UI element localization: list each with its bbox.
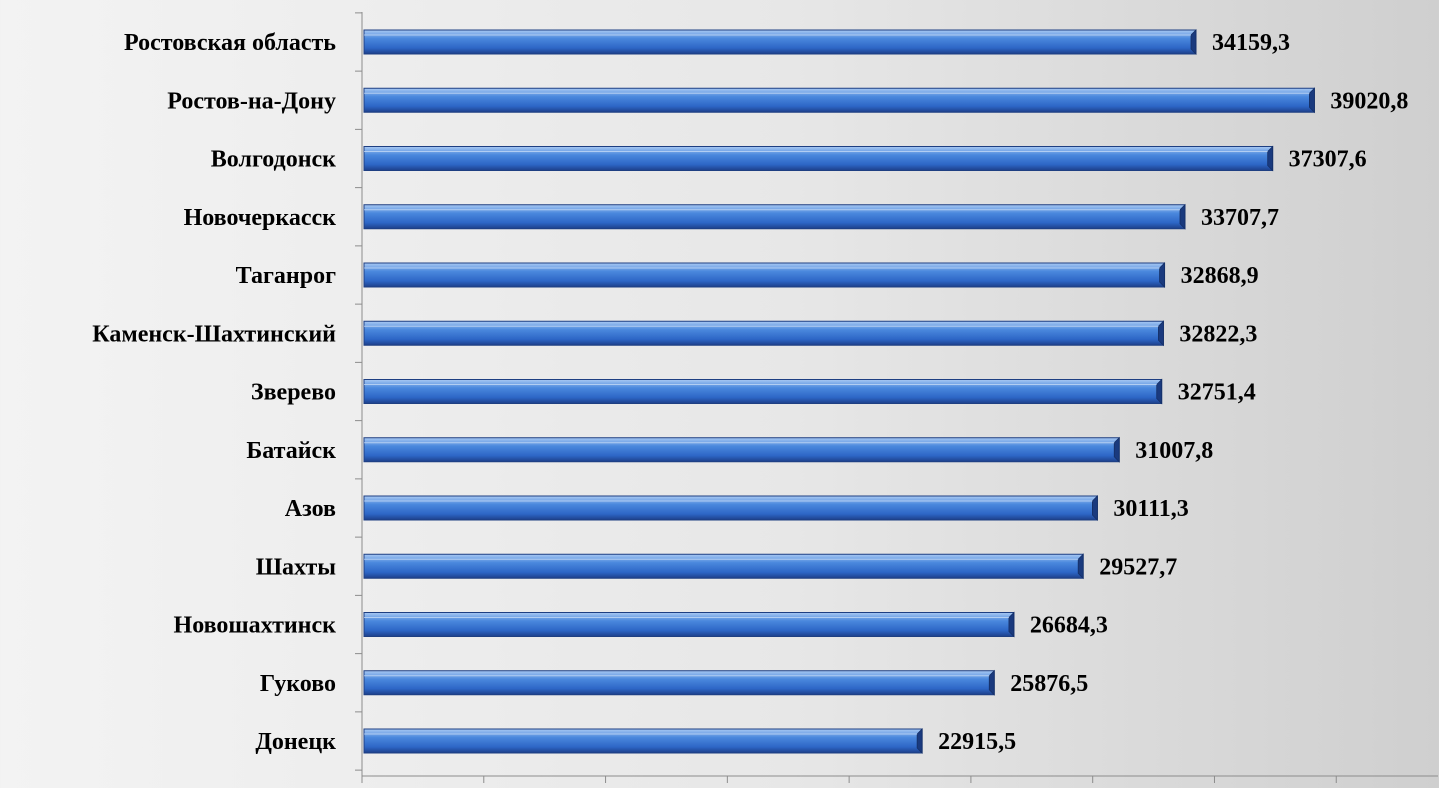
value-label: 25876,5 [1010, 671, 1088, 697]
value-label: 34159,3 [1212, 30, 1290, 56]
value-label: 30111,3 [1113, 496, 1188, 522]
bar [363, 262, 1166, 288]
bar-end-cap [1267, 145, 1274, 172]
bar [363, 553, 1084, 579]
bar [363, 29, 1197, 55]
category-label: Батайск [246, 438, 336, 464]
value-label: 32868,9 [1181, 263, 1259, 289]
bar-group [363, 553, 1084, 580]
bar [363, 379, 1163, 404]
category-label: Новочеркасск [184, 205, 337, 231]
value-label: 22915,5 [938, 729, 1016, 755]
bar-group [363, 378, 1163, 405]
labels-layer: Ростовская область 34159,3 Ростов-на-Дону 3… [92, 30, 1408, 755]
category-label: Таганрог [236, 263, 336, 289]
bar-group [363, 728, 923, 754]
bar-group [363, 145, 1274, 172]
bar-end-cap [1158, 320, 1164, 347]
bar [363, 728, 923, 754]
bar-group [363, 611, 1015, 638]
bar-end-cap [1077, 553, 1084, 580]
category-label: Новошахтинск [174, 613, 337, 639]
bar-end-cap [988, 669, 995, 696]
category-label: Ростов-на-Дону [167, 88, 336, 114]
value-label: 31007,8 [1135, 438, 1213, 464]
bars-layer [363, 29, 1315, 754]
bar-end-cap [1309, 87, 1315, 114]
bar-group [363, 436, 1120, 463]
value-label: 37307,6 [1289, 147, 1367, 173]
bar-end-cap [1159, 262, 1165, 288]
bar-end-cap [1008, 611, 1015, 638]
bar [363, 320, 1164, 346]
category-label: Азов [285, 496, 336, 522]
value-label: 39020,8 [1330, 88, 1408, 114]
bar-group [363, 203, 1186, 230]
category-label: Шахты [256, 554, 337, 580]
bar-group [363, 669, 995, 696]
value-label: 32751,4 [1178, 380, 1256, 406]
category-label: Волгодонск [211, 147, 336, 173]
bar-group [363, 495, 1098, 521]
bar-end-cap [1190, 29, 1197, 55]
bar-end-cap [1092, 495, 1098, 521]
axis-layer [355, 12, 1438, 783]
value-label: 33707,7 [1201, 205, 1279, 231]
value-label: 29527,7 [1099, 554, 1177, 580]
bar [363, 146, 1274, 171]
bar-end-cap [1179, 203, 1186, 230]
bar-end-cap [1156, 378, 1163, 405]
bar [363, 87, 1315, 113]
bar-group [363, 29, 1197, 55]
bar [363, 204, 1186, 230]
bar [363, 670, 995, 696]
bar-end-cap [1113, 436, 1120, 463]
category-label: Ростовская область [124, 30, 336, 56]
category-label: Гуково [260, 671, 336, 697]
category-label: Каменск-Шахтинский [92, 321, 336, 347]
bar [363, 437, 1120, 463]
bar-group [363, 262, 1166, 288]
category-label: Зверево [251, 380, 336, 406]
value-label: 26684,3 [1030, 613, 1108, 639]
category-label: Донецк [255, 729, 336, 755]
bar-group [363, 87, 1315, 114]
bar-group [363, 320, 1164, 347]
bar [363, 495, 1098, 521]
bar-end-cap [916, 728, 923, 754]
bar [363, 612, 1015, 637]
value-label: 32822,3 [1179, 321, 1257, 347]
